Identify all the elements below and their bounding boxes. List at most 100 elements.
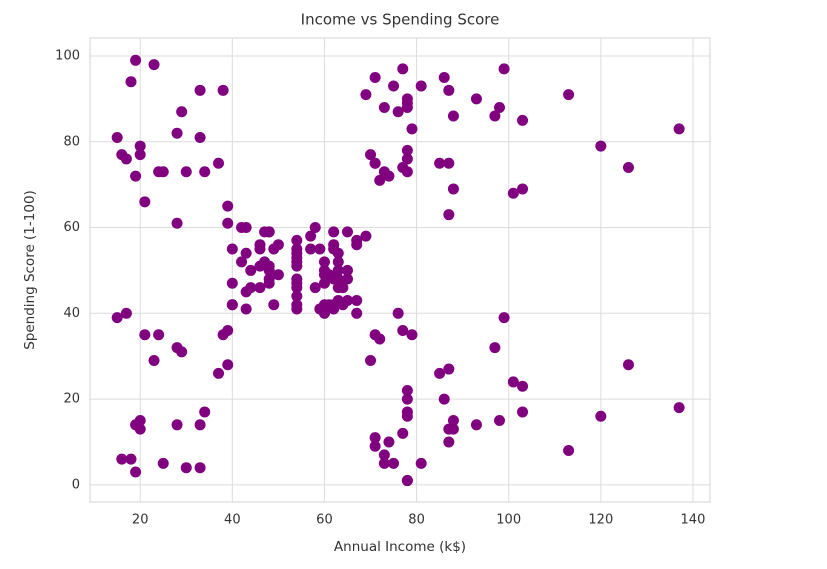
point: [194, 84, 206, 96]
y-tick-label: 60: [63, 220, 80, 235]
point: [388, 457, 400, 469]
point: [332, 273, 344, 285]
point: [365, 149, 377, 161]
point: [517, 380, 529, 392]
point: [157, 457, 169, 469]
x-tick-label: 20: [132, 513, 149, 528]
point: [111, 131, 123, 143]
point: [392, 106, 404, 118]
point: [153, 329, 165, 341]
point: [489, 110, 501, 122]
point: [263, 277, 275, 289]
point: [365, 354, 377, 366]
point: [383, 436, 395, 448]
x-tick-label: 40: [224, 513, 241, 528]
point: [622, 359, 634, 371]
point: [415, 457, 427, 469]
point: [341, 273, 353, 285]
x-axis-label: Annual Income (k$): [334, 539, 466, 555]
point: [222, 324, 234, 336]
point: [222, 359, 234, 371]
point: [254, 243, 266, 255]
point: [318, 277, 330, 289]
point: [517, 114, 529, 126]
point: [498, 63, 510, 75]
point: [194, 462, 206, 474]
point: [305, 230, 317, 242]
point: [139, 196, 151, 208]
point: [507, 187, 519, 199]
point: [268, 299, 280, 311]
point: [443, 84, 455, 96]
point: [291, 282, 303, 294]
point: [134, 415, 146, 427]
point: [434, 157, 446, 169]
point: [415, 80, 427, 92]
point: [134, 149, 146, 161]
point: [130, 466, 142, 478]
point: [194, 131, 206, 143]
point: [291, 303, 303, 315]
point: [401, 410, 413, 422]
point: [517, 406, 529, 418]
point: [397, 324, 409, 336]
point: [673, 123, 685, 135]
point: [401, 153, 413, 165]
y-axis-label: Spending Score (1-100): [22, 190, 38, 350]
point: [199, 166, 211, 178]
point: [130, 54, 142, 66]
point: [369, 157, 381, 169]
point: [443, 157, 455, 169]
point: [378, 101, 390, 113]
point: [111, 312, 123, 324]
point: [116, 453, 128, 465]
point: [401, 393, 413, 405]
point: [401, 385, 413, 397]
point: [447, 415, 459, 427]
point: [157, 166, 169, 178]
point: [240, 303, 252, 315]
point: [291, 273, 303, 285]
point: [240, 222, 252, 234]
point: [318, 256, 330, 268]
point: [148, 59, 160, 71]
point: [447, 183, 459, 195]
point: [489, 342, 501, 354]
point: [222, 217, 234, 229]
point: [341, 226, 353, 238]
point: [378, 457, 390, 469]
point: [622, 162, 634, 174]
point: [447, 110, 459, 122]
point: [434, 367, 446, 379]
point: [401, 475, 413, 487]
point: [139, 329, 151, 341]
y-tick-label: 80: [63, 134, 80, 149]
point: [217, 84, 229, 96]
x-tick-label: 80: [408, 513, 425, 528]
point: [447, 423, 459, 435]
point: [595, 140, 607, 152]
point: [134, 423, 146, 435]
point: [254, 282, 266, 294]
point: [213, 367, 225, 379]
point: [291, 260, 303, 272]
x-tick-label: 120: [588, 513, 613, 528]
point: [443, 363, 455, 375]
point: [498, 312, 510, 324]
point: [171, 419, 183, 431]
point: [176, 106, 188, 118]
point: [328, 226, 340, 238]
point: [351, 239, 363, 251]
point: [272, 239, 284, 251]
point: [401, 166, 413, 178]
point: [171, 127, 183, 139]
point: [341, 294, 353, 306]
point: [309, 282, 321, 294]
point: [337, 282, 349, 294]
point: [305, 243, 317, 255]
point: [226, 243, 238, 255]
chart-title: Income vs Spending Score: [301, 11, 500, 29]
point: [213, 157, 225, 169]
